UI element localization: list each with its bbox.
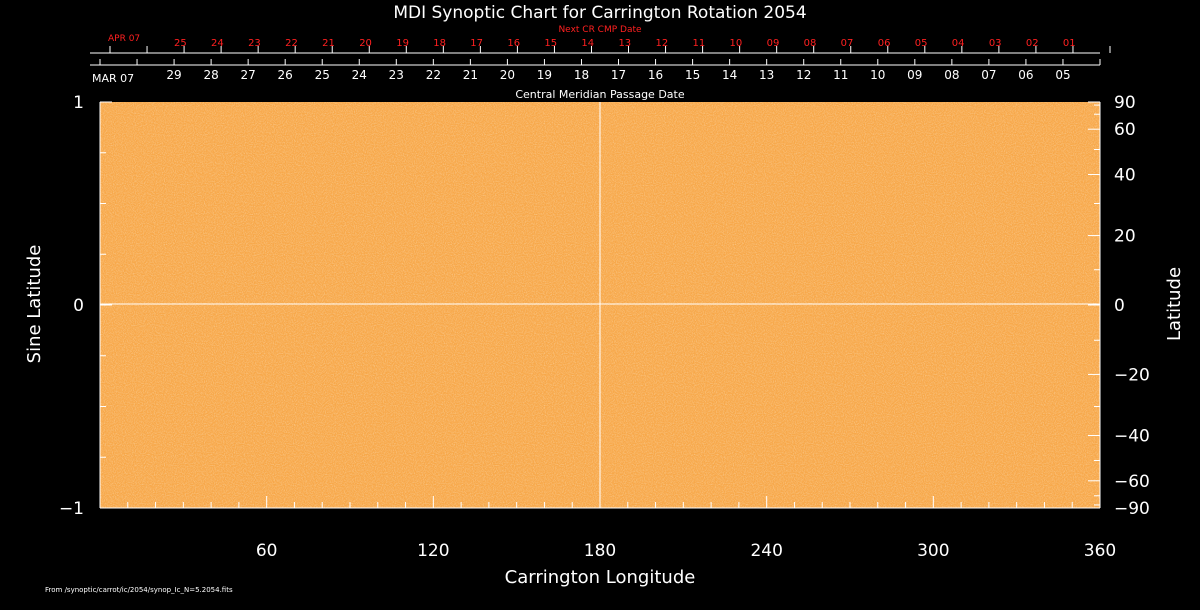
cmp-month-label: MAR 07 xyxy=(92,72,134,85)
cmp-date-label: 27 xyxy=(241,68,256,82)
y-tick-label-right: 60 xyxy=(1114,120,1136,140)
x-axis-label: Carrington Longitude xyxy=(505,567,696,588)
cmp-date-label: 29 xyxy=(166,68,181,82)
next-cr-date-label: 25 xyxy=(174,38,187,49)
cmp-date-label: 24 xyxy=(352,68,367,82)
y-tick-label-right: 40 xyxy=(1114,166,1136,186)
cmp-date-label: 05 xyxy=(1055,68,1070,82)
y-tick-label-right: 90 xyxy=(1114,93,1136,113)
cmp-date-label: 13 xyxy=(759,68,774,82)
x-tick-label: 180 xyxy=(584,541,616,561)
next-cr-date-label: 17 xyxy=(470,38,483,49)
cmp-date-label: 23 xyxy=(389,68,404,82)
next-cr-date-axis: 25 24 23 22 21 20 19 18 17 16 15 14 13 12 11 10 09 08 07 06… xyxy=(90,38,1111,54)
x-tick-label: 300 xyxy=(917,541,949,561)
footer-source: From /synoptic/carrot/ic/2054/synop_Ic_N… xyxy=(45,586,233,594)
next-cr-date-label: 14 xyxy=(581,38,594,49)
y-tick-label-right: −60 xyxy=(1114,472,1150,492)
cmp-date-label: 09 xyxy=(907,68,922,82)
cmp-date-label: 19 xyxy=(537,68,552,82)
cmp-date-label: 22 xyxy=(426,68,441,82)
cmp-date-label: 08 xyxy=(944,68,959,82)
cmp-date-label: 28 xyxy=(203,68,218,82)
next-cr-date-label: 15 xyxy=(544,38,557,49)
y-axis-label-right: Latitude xyxy=(1164,267,1185,341)
next-cr-date-label: 21 xyxy=(322,38,335,49)
cmp-date-label: 17 xyxy=(611,68,626,82)
next-cr-date-label: 03 xyxy=(989,38,1002,49)
next-cr-date-label: 13 xyxy=(618,38,631,49)
cmp-date-label: 16 xyxy=(648,68,663,82)
next-cr-date-label: 20 xyxy=(359,38,372,49)
y-tick-label-right: −40 xyxy=(1114,426,1150,446)
next-cr-date-label: 16 xyxy=(507,38,520,49)
cmp-date-label: 18 xyxy=(574,68,589,82)
cmp-date-label: 06 xyxy=(1018,68,1033,82)
y-tick-label-right: −90 xyxy=(1114,499,1150,519)
chart-title: MDI Synoptic Chart for Carrington Rotati… xyxy=(393,3,806,23)
cmp-date-label: 10 xyxy=(870,68,885,82)
next-cr-axis-title: Next CR CMP Date xyxy=(558,25,642,35)
next-cr-date-label: 24 xyxy=(211,38,224,49)
next-cr-date-label: 07 xyxy=(841,38,854,49)
next-cr-date-label: 11 xyxy=(693,38,706,49)
y-tick-label-left: 0 xyxy=(73,296,84,316)
x-tick-label: 360 xyxy=(1084,541,1116,561)
plot-axes: 60 120 180 240 300 360 1 0 −1 90 60 40 20 0 −20 −40 −60 −… xyxy=(59,93,1150,561)
x-tick-label: 60 xyxy=(256,541,278,561)
cmp-date-axis: 29 28 27 26 25 24 23 22 21 20 19 18 17 16 15 14 13 12 11 10… xyxy=(90,59,1101,82)
cmp-date-label: 25 xyxy=(315,68,330,82)
y-tick-label-left: −1 xyxy=(59,499,84,519)
next-cr-date-label: 06 xyxy=(878,38,891,49)
cmp-axis-title: Central Meridian Passage Date xyxy=(515,88,684,101)
next-cr-date-label: 12 xyxy=(655,38,668,49)
cmp-date-label: 21 xyxy=(463,68,478,82)
next-cr-date-label: 01 xyxy=(1063,38,1076,49)
y-tick-label-right: −20 xyxy=(1114,365,1150,385)
cmp-date-label: 20 xyxy=(500,68,515,82)
y-tick-label-right: 20 xyxy=(1114,227,1136,247)
cmp-date-label: 07 xyxy=(981,68,996,82)
next-cr-date-label: 08 xyxy=(804,38,817,49)
next-cr-date-label: 02 xyxy=(1026,38,1039,49)
next-cr-date-label: 09 xyxy=(767,38,780,49)
next-cr-date-label: 23 xyxy=(248,38,261,49)
y-tick-label-right: 0 xyxy=(1114,296,1125,316)
y-axis-label-left: Sine Latitude xyxy=(24,245,45,364)
next-cr-date-label: 18 xyxy=(433,38,446,49)
next-cr-month-label: APR 07 xyxy=(108,34,140,44)
next-cr-date-label: 10 xyxy=(730,38,743,49)
x-tick-label: 120 xyxy=(417,541,449,561)
cmp-date-label: 11 xyxy=(833,68,848,82)
x-tick-label: 240 xyxy=(750,541,782,561)
next-cr-date-label: 05 xyxy=(915,38,928,49)
cmp-date-label: 15 xyxy=(685,68,700,82)
cmp-date-label: 14 xyxy=(722,68,737,82)
next-cr-date-label: 19 xyxy=(396,38,409,49)
cmp-date-label: 12 xyxy=(796,68,811,82)
cmp-date-label: 26 xyxy=(278,68,293,82)
y-tick-label-left: 1 xyxy=(73,93,84,113)
next-cr-date-label: 04 xyxy=(952,38,965,49)
next-cr-date-label: 22 xyxy=(285,38,298,49)
